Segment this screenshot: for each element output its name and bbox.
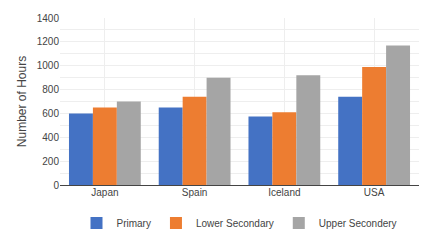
svg-text:1200: 1200 xyxy=(37,36,60,47)
svg-text:200: 200 xyxy=(42,156,59,167)
svg-text:Japan: Japan xyxy=(91,187,118,198)
svg-text:0: 0 xyxy=(53,180,59,191)
svg-text:Iceland: Iceland xyxy=(268,187,300,198)
svg-text:Lower Secondary: Lower Secondary xyxy=(196,218,274,229)
svg-text:1000: 1000 xyxy=(37,60,60,71)
svg-text:Primary: Primary xyxy=(117,218,151,229)
svg-text:1400: 1400 xyxy=(37,13,60,24)
svg-text:600: 600 xyxy=(42,108,59,119)
svg-text:Spain: Spain xyxy=(182,187,208,198)
svg-text:Upper Secondery: Upper Secondery xyxy=(319,218,397,229)
svg-text:800: 800 xyxy=(42,84,59,95)
svg-text:Number of Hours: Number of Hours xyxy=(15,56,29,147)
svg-text:400: 400 xyxy=(42,132,59,143)
svg-text:USA: USA xyxy=(364,187,385,198)
